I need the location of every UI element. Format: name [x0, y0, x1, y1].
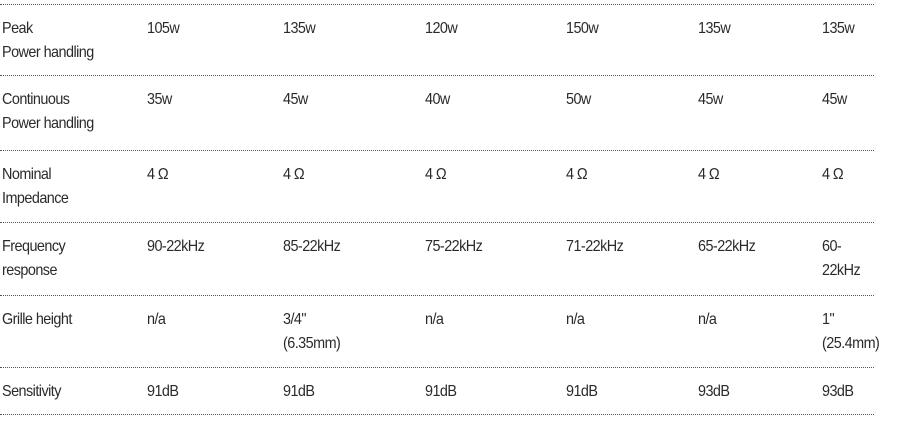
- spec-value: 4 Ω: [822, 166, 844, 183]
- spec-row: Nominal Impedance 4 Ω 4 Ω 4 Ω 4 Ω 4 Ω 4 Ω: [0, 150, 874, 222]
- spec-label: Frequency response: [2, 238, 66, 279]
- spec-table: Peak Power handling 105w 135w 120w 150w 135w 1…: [0, 4, 880, 415]
- spec-row: Frequency response 90-22kHz 85-22kHz 75-22k…: [0, 222, 874, 295]
- spec-value: 50w: [566, 91, 591, 108]
- spec-label: Continuous Power handling: [2, 91, 94, 132]
- spec-value: 4 Ω: [283, 166, 305, 183]
- spec-value: 105w: [147, 20, 180, 37]
- spec-value: n/a: [147, 311, 166, 328]
- spec-label: Peak Power handling: [2, 20, 94, 61]
- spec-row: Continuous Power handling 35w 45w 40w 50w 45w…: [0, 75, 874, 150]
- spec-value: 93dB: [822, 383, 854, 400]
- spec-value: 120w: [425, 20, 458, 37]
- spec-value: 45w: [698, 91, 723, 108]
- spec-label: Nominal Impedance: [2, 166, 69, 207]
- spec-row: Grille height n/a 3/4" (6.35mm) n/a n/a n/a 1"…: [0, 295, 880, 367]
- spec-value: 4 Ω: [698, 166, 720, 183]
- spec-value: 35w: [147, 91, 172, 108]
- spec-value: 4 Ω: [425, 166, 447, 183]
- spec-value: 45w: [283, 91, 308, 108]
- spec-value: 90-22kHz: [147, 238, 205, 255]
- spec-value: 3/4" (6.35mm): [283, 311, 341, 352]
- spec-value: n/a: [698, 311, 717, 328]
- spec-value: 135w: [283, 20, 316, 37]
- spec-value: 150w: [566, 20, 599, 37]
- spec-value: 65-22kHz: [698, 238, 756, 255]
- spec-value: 4 Ω: [566, 166, 588, 183]
- spec-value: 91dB: [283, 383, 315, 400]
- spec-value: n/a: [566, 311, 585, 328]
- spec-label: Sensitivity: [2, 383, 61, 400]
- spec-value: 91dB: [566, 383, 598, 400]
- spec-value: 45w: [822, 91, 847, 108]
- spec-value: 93dB: [698, 383, 730, 400]
- spec-value: 75-22kHz: [425, 238, 483, 255]
- spec-value: 91dB: [147, 383, 179, 400]
- spec-value: 40w: [425, 91, 450, 108]
- spec-value: 60-22kHz: [822, 238, 861, 279]
- spec-value: 135w: [698, 20, 731, 37]
- spec-row: Peak Power handling 105w 135w 120w 150w 135w 1…: [0, 4, 874, 75]
- spec-value: 4 Ω: [147, 166, 169, 183]
- spec-value: 85-22kHz: [283, 238, 341, 255]
- spec-value: 91dB: [425, 383, 457, 400]
- spec-value: 135w: [822, 20, 855, 37]
- spec-label: Grille height: [2, 311, 72, 328]
- spec-value: n/a: [425, 311, 444, 328]
- spec-row: Sensitivity 91dB 91dB 91dB 91dB 93dB 93dB: [0, 367, 874, 415]
- spec-value: 71-22kHz: [566, 238, 624, 255]
- spec-value: 1" (25.4mm): [822, 311, 880, 352]
